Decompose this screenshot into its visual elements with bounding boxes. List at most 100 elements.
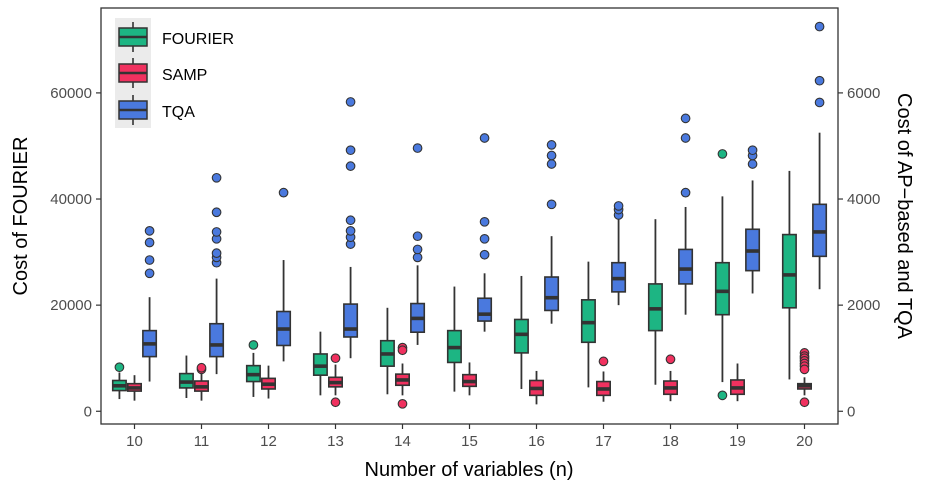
outlier-point bbox=[412, 231, 423, 242]
box-fourier-n15 bbox=[446, 286, 462, 392]
outlier-point bbox=[814, 75, 825, 86]
box-tqa-n20 bbox=[812, 21, 828, 290]
outlier-point bbox=[412, 143, 423, 153]
outlier-point bbox=[598, 356, 609, 367]
box-body bbox=[209, 322, 225, 358]
x-tick-label: 11 bbox=[194, 433, 210, 450]
box-body bbox=[513, 318, 529, 354]
x-axis-title: Number of variables (n) bbox=[365, 459, 574, 481]
outlier-point bbox=[814, 21, 825, 32]
x-tick-label: 15 bbox=[461, 433, 478, 450]
outlier-point bbox=[479, 133, 490, 143]
box-samp-n16 bbox=[528, 370, 544, 405]
box-tqa-n15 bbox=[477, 133, 493, 332]
outlier-point bbox=[799, 364, 810, 375]
outlier-point bbox=[345, 97, 356, 107]
outlier-point bbox=[211, 172, 222, 183]
box-body bbox=[781, 233, 797, 309]
left-y-axis-title: Cost of FOURIER bbox=[10, 137, 32, 296]
outlier-point bbox=[330, 353, 341, 364]
outlier-point bbox=[479, 249, 490, 260]
right-y-tick-label: 2000 bbox=[847, 297, 880, 314]
x-tick-label: 12 bbox=[260, 433, 277, 450]
box-tqa-n18 bbox=[678, 113, 694, 315]
legend-label-samp: SAMP bbox=[162, 67, 207, 84]
box-tqa-n12 bbox=[276, 187, 292, 362]
outlier-point bbox=[747, 159, 758, 169]
outlier-point bbox=[144, 226, 155, 236]
legend-label-fourier: FOURIER bbox=[162, 31, 234, 48]
x-tick-label: 19 bbox=[729, 433, 746, 450]
outlier-point bbox=[345, 145, 356, 156]
outlier-point bbox=[345, 161, 356, 171]
legend-keys bbox=[118, 22, 148, 125]
box-body bbox=[477, 297, 493, 322]
axes-layer: 10 11 12 13 14 15 16 17 18 19 20 0 20000 40000 60000 0 2… bbox=[50, 85, 880, 450]
outlier-point bbox=[211, 248, 222, 258]
box-body bbox=[714, 261, 730, 316]
outlier-point bbox=[546, 140, 557, 150]
outlier-point bbox=[144, 268, 155, 279]
box-fourier-n20 bbox=[781, 170, 797, 380]
box-samp-n18 bbox=[662, 354, 678, 402]
box-fourier-n12 bbox=[245, 340, 261, 397]
outlier-point bbox=[814, 97, 825, 108]
outlier-point bbox=[248, 340, 259, 350]
x-tick-label: 16 bbox=[528, 433, 545, 450]
box-tqa-n10 bbox=[142, 226, 158, 382]
x-tick-label: 18 bbox=[662, 433, 679, 450]
outlier-point bbox=[479, 216, 490, 227]
left-y-tick-label: 0 bbox=[84, 403, 92, 420]
outlier-point bbox=[412, 252, 423, 263]
outlier-point bbox=[144, 237, 155, 248]
box-samp-n10 bbox=[127, 375, 143, 401]
x-tick-label: 20 bbox=[796, 433, 813, 450]
box-tqa-n19 bbox=[745, 145, 761, 294]
box-fourier-n10 bbox=[111, 362, 127, 400]
outlier-point bbox=[345, 215, 356, 226]
box-tqa-n14 bbox=[410, 143, 426, 345]
box-samp-n20 bbox=[796, 348, 812, 408]
box-samp-n14 bbox=[394, 342, 410, 409]
x-tick-label: 10 bbox=[126, 433, 143, 450]
legend: FOURIER SAMP TQA bbox=[115, 18, 234, 128]
x-tick-label: 14 bbox=[394, 433, 411, 450]
x-tick-label: 13 bbox=[327, 433, 344, 450]
right-y-tick-label: 0 bbox=[847, 403, 855, 420]
outlier-point bbox=[717, 149, 728, 159]
legend-key-tqa bbox=[118, 95, 148, 125]
outlier-point bbox=[144, 255, 155, 265]
box-samp-n15 bbox=[461, 362, 477, 396]
box-fourier-n19 bbox=[714, 149, 730, 401]
outlier-point bbox=[613, 201, 624, 211]
right-y-axis-title: Cost of AP−based and TQA bbox=[893, 93, 915, 340]
outlier-point bbox=[479, 233, 490, 244]
box-body bbox=[544, 276, 560, 312]
box-fourier-n18 bbox=[647, 219, 663, 385]
outlier-point bbox=[211, 207, 222, 218]
outlier-point bbox=[412, 244, 423, 255]
right-y-tick-label: 4000 bbox=[847, 191, 880, 208]
box-fourier-n14 bbox=[379, 307, 395, 395]
box-fourier-n17 bbox=[580, 261, 596, 388]
right-y-tick-label: 6000 bbox=[847, 85, 880, 102]
legend-key-samp bbox=[118, 58, 148, 88]
outlier-point bbox=[114, 362, 125, 373]
legend-label-tqa: TQA bbox=[162, 104, 195, 121]
outlier-point bbox=[278, 187, 289, 198]
outlier-point bbox=[546, 199, 557, 210]
outlier-point bbox=[747, 145, 758, 156]
outlier-point bbox=[345, 226, 356, 236]
box-samp-n13 bbox=[327, 353, 343, 408]
left-y-tick-label: 20000 bbox=[50, 297, 92, 314]
box-tqa-n17 bbox=[611, 201, 627, 306]
outlier-point bbox=[665, 354, 676, 365]
outlier-point bbox=[717, 390, 728, 401]
outlier-point bbox=[196, 362, 207, 373]
box-tqa-n16 bbox=[544, 140, 560, 324]
box-fourier-n11 bbox=[178, 355, 194, 398]
left-y-tick-label: 40000 bbox=[50, 191, 92, 208]
legend-key-fourier bbox=[118, 22, 148, 52]
